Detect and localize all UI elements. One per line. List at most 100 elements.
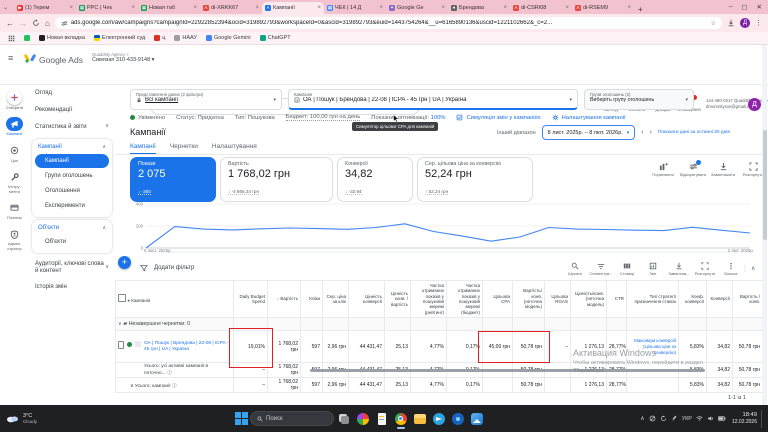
address-bar[interactable]: ads.google.com/aw/campaigns?campaignId=2…: [54, 17, 722, 29]
sidebar-item[interactable]: Аудиторії, ключові слова й контент ∨: [29, 256, 115, 280]
volume-icon[interactable]: [707, 415, 714, 422]
account-picker[interactable]: Quaddrity Agency > Симязап 310-433-9148 …: [92, 52, 154, 63]
column-header-0[interactable]: Daily Budget Spend: [233, 280, 268, 318]
browser-tab[interactable]: ▦ ЧЕК | 14 Д ×: [324, 2, 386, 14]
taskbar-app-chrome[interactable]: [394, 412, 408, 429]
tab-search-chevron-icon[interactable]: ⌄: [3, 5, 9, 11]
browser-tab[interactable]: ▦ PPC | Чек ×: [76, 2, 138, 14]
tab-close-icon[interactable]: ×: [193, 5, 197, 11]
horizontal-scrollbar[interactable]: [310, 369, 705, 372]
tab-close-icon[interactable]: ×: [379, 5, 383, 11]
opt-score[interactable]: Показник оптимізації: 100%: [371, 114, 446, 121]
forward-button[interactable]: →: [19, 18, 27, 28]
date-prev-button[interactable]: ‹: [641, 129, 644, 136]
column-header-14[interactable]: Коеф. конверсії: [678, 280, 707, 318]
rail-item-admin[interactable]: Адміні- стратор: [6, 227, 23, 251]
browser-menu-icon[interactable]: ⋮: [755, 20, 762, 27]
campaign-name-link[interactable]: ОА | Пошук | Брендова | 22-08 | tCPA - 4…: [144, 340, 229, 352]
column-header-9[interactable]: Вартість/конв. (неточна модель): [512, 280, 545, 318]
tray-expand-chevron[interactable]: ∧: [640, 416, 645, 422]
notifications-off-icon[interactable]: [649, 415, 656, 422]
sidebar-item[interactable]: Рекомендації: [29, 102, 115, 119]
select-all-checkbox[interactable]: [118, 294, 126, 303]
budget-text[interactable]: Бюджет: 100,00 грн на день: [285, 114, 361, 121]
tab-close-icon[interactable]: ×: [503, 5, 507, 11]
sidebar-subitem[interactable]: Оголошення: [45, 187, 80, 194]
taskbar-search[interactable]: Поиск: [250, 411, 334, 426]
campaign-selector[interactable]: Кампанія ОА | Пошук | Брендова | 22-08 |…: [288, 89, 578, 110]
taskbar-app-photos-pie[interactable]: [356, 412, 370, 426]
tab-close-icon[interactable]: ×: [441, 5, 445, 11]
row-checkbox[interactable]: [118, 340, 124, 349]
new-tab-button[interactable]: +: [638, 5, 643, 14]
rail-item-megaphone[interactable]: Кампанії: [6, 117, 23, 136]
sync-icon[interactable]: [660, 415, 667, 422]
chart-tool-sliders[interactable]: Відкоригувати: [678, 160, 708, 177]
vertical-scrollbar-thumb[interactable]: [763, 130, 767, 240]
table-tool-expand[interactable]: Розгорнути: [692, 262, 718, 276]
site-info-icon[interactable]: [61, 20, 68, 27]
pen-icon[interactable]: [671, 415, 678, 422]
battery-icon[interactable]: [717, 415, 726, 422]
rail-item-target[interactable]: Цілі: [6, 144, 23, 163]
bookmark-item[interactable]: НААУ: [174, 35, 197, 41]
sidebar-subitem[interactable]: Кампанії: [35, 153, 109, 168]
column-header-7[interactable]: Частка отриманих показів у пошуковій мер…: [446, 280, 483, 318]
taskbar-app-task-view[interactable]: [337, 412, 351, 426]
rail-item-wrench[interactable]: Інстру- менти: [6, 170, 23, 194]
sidebar-subitem[interactable]: Об'єкти: [45, 238, 67, 245]
date-next-button[interactable]: ›: [649, 129, 652, 136]
column-header-13[interactable]: Тип стратегії призначення ставок: [626, 280, 679, 318]
browser-tab[interactable]: ▦ Новая таб ×: [138, 2, 200, 14]
rail-item-plus[interactable]: Створити: [6, 90, 23, 110]
sidebar-item[interactable]: Статистика й звіти ∨: [29, 119, 115, 136]
tab-close-icon[interactable]: ×: [69, 5, 73, 11]
add-fab-button[interactable]: +: [118, 256, 131, 269]
taskbar-app-photos-app[interactable]: [470, 412, 484, 426]
scorecard[interactable]: Сер. цільова ціна за конверсію 52,24 грн ↑…: [417, 157, 533, 202]
browser-tab[interactable]: ● Брендова ×: [448, 2, 510, 14]
bookmark-item[interactable]: ChatGPT: [259, 35, 291, 41]
column-header-3[interactable]: Сер. ціна за клік: [322, 280, 349, 318]
chart-tool-download[interactable]: Завантажити: [708, 162, 738, 177]
sidebar-item[interactable]: Історія змін: [29, 279, 115, 296]
bookmark-item[interactable]: [24, 35, 30, 41]
sidebar-section-header[interactable]: Об'єкти ∧: [32, 222, 112, 234]
table-tool-segment[interactable]: Сегментув...: [588, 262, 614, 276]
taskbar-app-file-explorer[interactable]: [413, 412, 427, 426]
downloads-icon[interactable]: [727, 19, 735, 27]
page-tab-2[interactable]: Чернетки: [169, 143, 198, 150]
language-indicator[interactable]: УКР: [681, 415, 692, 422]
tab-close-icon[interactable]: ×: [317, 5, 321, 11]
tab-close-icon[interactable]: ×: [131, 5, 135, 11]
bookmark-item[interactable]: ц: [154, 35, 165, 41]
browser-tab[interactable]: A Кампанії ×: [262, 2, 324, 14]
rail-item-card[interactable]: Платежі: [6, 201, 23, 220]
column-header-12[interactable]: CTR: [606, 280, 627, 318]
table-tool-more[interactable]: Більше: [718, 262, 744, 276]
browser-profile-avatar[interactable]: Д: [740, 18, 750, 28]
campaign-settings-link[interactable]: Налаштування кампанії: [552, 114, 626, 121]
clock-date[interactable]: 12.02.2026: [731, 418, 757, 425]
back-button[interactable]: ←: [6, 18, 14, 28]
table-tool-download[interactable]: Завантаж...: [666, 262, 692, 276]
network-icon[interactable]: [696, 415, 703, 422]
home-button[interactable]: ⌂: [45, 18, 50, 28]
table-tool-report[interactable]: Звіт: [640, 262, 666, 276]
tab-close-icon[interactable]: ×: [627, 5, 631, 11]
enabled-status[interactable]: Увімкнено: [130, 115, 165, 121]
scorecard[interactable]: Покази 2 075 ↓ -350: [130, 157, 216, 202]
start-button[interactable]: [234, 412, 248, 425]
sidebar-subitem[interactable]: Експерименти: [45, 202, 85, 209]
chart-tool-expand[interactable]: Розгорнути: [738, 162, 768, 177]
window-maximize-button[interactable]: ▢: [741, 4, 748, 11]
browser-tab[interactable]: ✦ Google Ge ×: [386, 2, 448, 14]
simulate-link[interactable]: Симуляція змін у кампаніях: [456, 114, 541, 121]
taskbar-app-telegram[interactable]: [432, 412, 446, 426]
page-tab-3[interactable]: Налаштування: [211, 143, 257, 150]
date-range-picker[interactable]: 8 лист. 2025р. – 8 лют. 2026р. ▾: [541, 125, 636, 140]
bookmark-item[interactable]: Новая вкладка: [39, 35, 85, 41]
scorecard[interactable]: Конверсії 34,82 ↓ -32,94: [337, 157, 413, 202]
